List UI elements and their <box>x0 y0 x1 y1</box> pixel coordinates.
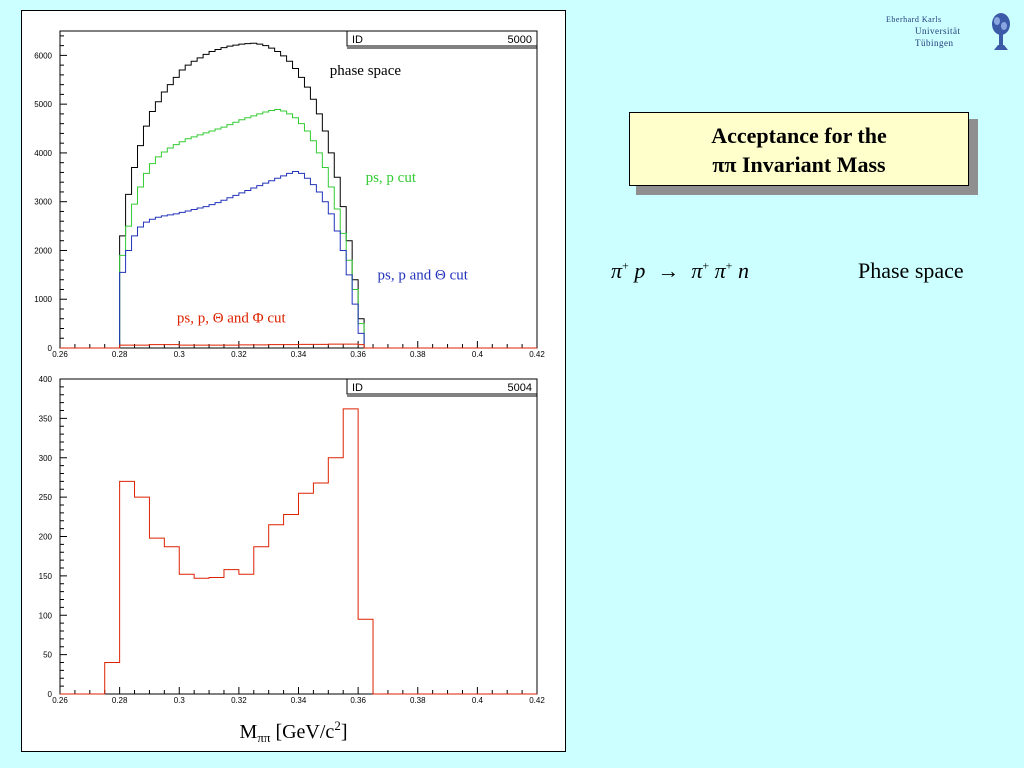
series-annotation: ps, p and Θ cut <box>378 268 469 284</box>
phase-space-label: Phase space <box>858 258 964 283</box>
histogram-series-4 <box>60 343 537 349</box>
histogram-1: ID 5000 0.26 0.28 0.3 0.32 0.34 0.36 0.38 0.4 0.42… <box>34 30 545 359</box>
y-tick-label: 350 <box>39 414 53 423</box>
id-value: 5000 <box>508 34 532 46</box>
x-tick-label: 0.3 <box>174 696 186 705</box>
x-tick-label: 0.42 <box>529 696 545 705</box>
series-annotation: phase space <box>330 63 402 79</box>
title-line-1: Acceptance for the <box>711 123 887 148</box>
y-tick-label: 0 <box>48 690 53 699</box>
histogram-2: ID 5004 0.26 0.28 0.3 0.32 0.34 0.36 0.38 0.4 0.42… <box>39 375 546 705</box>
x-tick-label: 0.42 <box>529 350 545 359</box>
x-tick-label: 0.4 <box>472 350 484 359</box>
series-annotation: ps, p, Θ and Φ cut <box>177 311 287 327</box>
id-value: 5004 <box>508 382 532 394</box>
y-tick-label: 6000 <box>34 51 52 60</box>
x-tick-label: 0.36 <box>350 696 366 705</box>
y-tick-label: 5000 <box>34 100 52 109</box>
plot-frame <box>59 378 538 695</box>
id-box <box>346 30 538 47</box>
y-tick-label: 250 <box>39 493 53 502</box>
y-tick-label: 300 <box>39 454 53 463</box>
x-tick-label: 0.36 <box>350 350 366 359</box>
logo-line-2: Universität <box>915 26 961 36</box>
y-tick-label: 100 <box>39 611 53 620</box>
histogram-series-1 <box>60 408 537 695</box>
slide-title-box: Acceptance for the ππ Invariant Mass <box>629 112 969 186</box>
x-tick-label: 0.32 <box>231 696 247 705</box>
x-tick-label: 0.28 <box>112 350 128 359</box>
histogram-series-3 <box>60 170 537 349</box>
y-tick-label: 400 <box>39 375 53 384</box>
y-tick-label: 4000 <box>34 149 52 158</box>
x-tick-label: 0.28 <box>112 696 128 705</box>
id-label: ID <box>352 382 363 394</box>
plot-panel: ID 5000 0.26 0.28 0.3 0.32 0.34 0.36 0.38 0.4 0.42… <box>21 10 566 752</box>
x-tick-label: 0.38 <box>410 696 426 705</box>
university-logo: Eberhard Karls Universität Tübingen <box>884 12 1014 52</box>
tree-emblem-icon <box>992 13 1010 50</box>
x-tick-label: 0.32 <box>231 350 247 359</box>
x-tick-label: 0.3 <box>174 350 186 359</box>
histogram-series-1 <box>60 42 537 349</box>
x-tick-label: 0.26 <box>52 350 68 359</box>
series-annotation: ps, p cut <box>366 170 417 186</box>
y-tick-label: 150 <box>39 572 53 581</box>
logo-line-1: Eberhard Karls <box>886 15 942 24</box>
x-tick-label: 0.4 <box>472 696 484 705</box>
x-tick-label: 0.26 <box>52 696 68 705</box>
histogram-series-2 <box>60 109 537 349</box>
x-tick-label: 0.38 <box>410 350 426 359</box>
id-box <box>346 378 538 395</box>
x-tick-label: 0.34 <box>291 696 307 705</box>
x-axis-label: Mππ [GeV/c2] <box>239 718 348 745</box>
id-label: ID <box>352 34 363 46</box>
y-tick-label: 0 <box>48 344 53 353</box>
y-tick-label: 50 <box>43 651 52 660</box>
logo-line-3: Tübingen <box>915 38 954 48</box>
y-tick-label: 2000 <box>34 246 52 255</box>
title-line-2: ππ Invariant Mass <box>712 152 886 177</box>
y-tick-label: 1000 <box>34 295 52 304</box>
y-tick-label: 3000 <box>34 198 52 207</box>
reaction-equation: π+ p → π+ π+ n <box>611 258 749 283</box>
y-tick-label: 200 <box>39 533 53 542</box>
x-tick-label: 0.34 <box>291 350 307 359</box>
